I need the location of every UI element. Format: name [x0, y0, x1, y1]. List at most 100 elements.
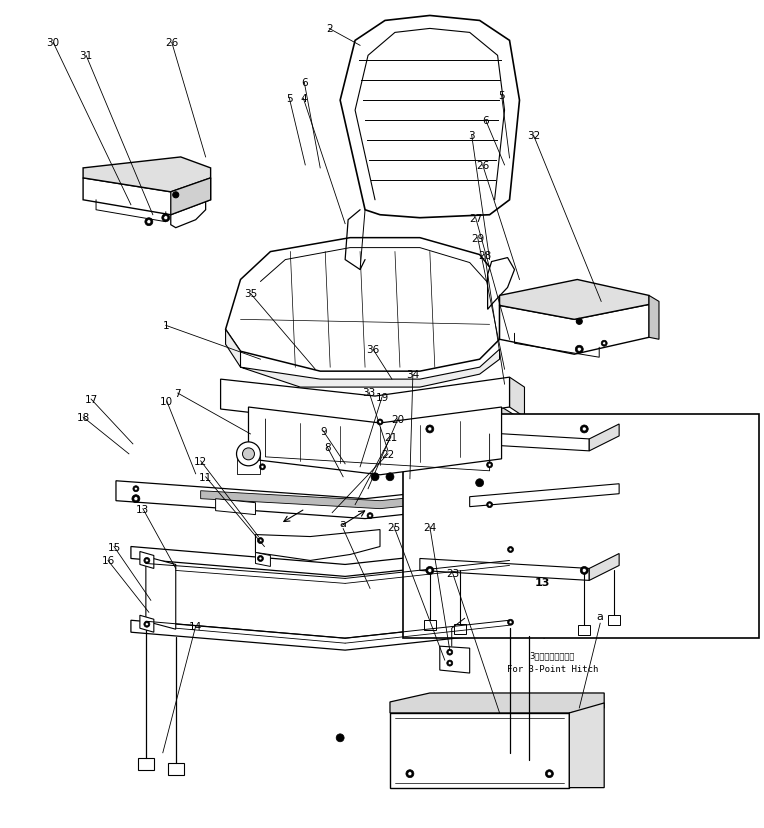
Polygon shape	[168, 763, 183, 775]
Circle shape	[257, 556, 264, 561]
Polygon shape	[201, 491, 450, 509]
Text: 15: 15	[108, 542, 121, 551]
Text: 7: 7	[174, 388, 181, 398]
Circle shape	[378, 421, 381, 424]
Polygon shape	[171, 179, 211, 215]
Text: 22: 22	[381, 450, 394, 460]
Polygon shape	[225, 238, 500, 372]
Polygon shape	[221, 378, 510, 427]
Circle shape	[488, 464, 491, 467]
Polygon shape	[510, 378, 524, 417]
Polygon shape	[83, 179, 211, 215]
Text: a: a	[340, 518, 347, 528]
Circle shape	[132, 495, 140, 503]
Polygon shape	[649, 296, 659, 339]
Circle shape	[448, 651, 452, 654]
Circle shape	[426, 426, 434, 433]
Polygon shape	[140, 551, 154, 569]
Circle shape	[447, 649, 453, 655]
Polygon shape	[131, 619, 529, 650]
Circle shape	[371, 474, 379, 481]
Text: 1: 1	[163, 321, 169, 331]
Polygon shape	[403, 415, 759, 638]
Polygon shape	[420, 430, 589, 451]
Circle shape	[581, 426, 588, 433]
Text: a: a	[597, 612, 604, 622]
Circle shape	[575, 346, 583, 354]
Circle shape	[547, 772, 552, 776]
Text: 27: 27	[469, 214, 482, 224]
Text: 35: 35	[244, 289, 257, 299]
Polygon shape	[529, 545, 545, 565]
Circle shape	[428, 569, 432, 573]
Polygon shape	[529, 619, 545, 638]
Polygon shape	[215, 499, 255, 515]
Polygon shape	[83, 158, 211, 193]
Polygon shape	[146, 556, 176, 629]
Circle shape	[144, 558, 150, 564]
Circle shape	[259, 557, 262, 561]
Circle shape	[578, 348, 581, 352]
Text: 4: 4	[300, 94, 306, 104]
Polygon shape	[138, 758, 154, 770]
Polygon shape	[501, 407, 514, 469]
Circle shape	[145, 559, 148, 562]
Circle shape	[507, 619, 513, 625]
Circle shape	[144, 622, 150, 628]
Circle shape	[367, 513, 373, 519]
Text: 30: 30	[47, 38, 60, 48]
Polygon shape	[589, 554, 619, 580]
Circle shape	[260, 465, 265, 470]
Circle shape	[509, 621, 512, 624]
Circle shape	[487, 502, 493, 508]
Polygon shape	[116, 481, 529, 519]
Circle shape	[448, 662, 452, 665]
Circle shape	[368, 514, 371, 518]
Circle shape	[601, 341, 607, 347]
Polygon shape	[500, 305, 649, 354]
Circle shape	[261, 465, 264, 469]
Text: 25: 25	[387, 522, 400, 532]
Polygon shape	[280, 437, 460, 457]
Polygon shape	[225, 330, 500, 388]
Text: 17: 17	[85, 395, 98, 405]
Circle shape	[545, 770, 553, 777]
Circle shape	[426, 566, 434, 575]
Polygon shape	[255, 530, 380, 561]
Polygon shape	[503, 614, 517, 630]
Polygon shape	[470, 484, 619, 507]
Text: 3ポイントヒッチ用: 3ポイントヒッチ用	[529, 650, 575, 659]
Circle shape	[259, 539, 262, 542]
Text: 32: 32	[527, 131, 540, 141]
Polygon shape	[501, 753, 517, 765]
Polygon shape	[500, 280, 649, 320]
Text: 33: 33	[362, 388, 376, 397]
Polygon shape	[589, 425, 619, 451]
Circle shape	[336, 734, 344, 742]
Text: 18: 18	[76, 412, 89, 422]
Text: 12: 12	[194, 456, 207, 466]
Text: 26: 26	[476, 161, 489, 171]
Polygon shape	[522, 760, 537, 772]
Polygon shape	[340, 17, 520, 219]
Polygon shape	[424, 620, 435, 630]
Polygon shape	[529, 481, 542, 511]
Polygon shape	[487, 258, 514, 310]
Circle shape	[163, 216, 168, 220]
Circle shape	[406, 770, 414, 777]
Circle shape	[488, 503, 491, 507]
Circle shape	[581, 566, 588, 575]
Circle shape	[408, 772, 412, 776]
Text: 26: 26	[165, 38, 178, 48]
Polygon shape	[420, 559, 589, 580]
Polygon shape	[390, 693, 604, 713]
Polygon shape	[171, 169, 206, 229]
Polygon shape	[248, 407, 501, 475]
Polygon shape	[510, 546, 529, 628]
Circle shape	[145, 623, 148, 626]
Circle shape	[487, 462, 493, 469]
Circle shape	[134, 488, 138, 491]
Circle shape	[428, 427, 432, 431]
Text: 13: 13	[136, 504, 150, 514]
Circle shape	[386, 474, 394, 481]
